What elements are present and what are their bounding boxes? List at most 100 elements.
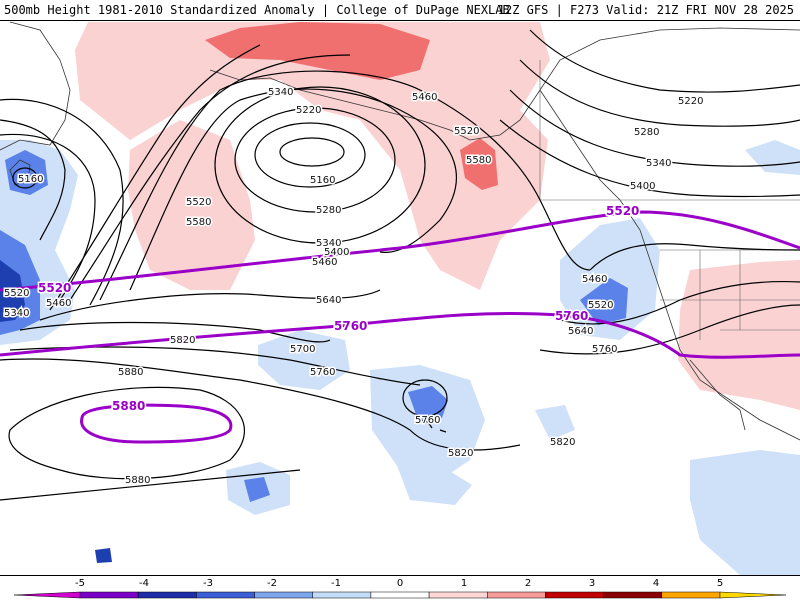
negative-anomaly-mexico <box>690 450 800 575</box>
colorbar-tick-label: 2 <box>525 578 531 589</box>
height-label: 5580 <box>186 217 211 228</box>
contour-5760 <box>9 346 421 386</box>
contour-5400 <box>129 88 457 291</box>
coastline-alaska <box>209 27 800 141</box>
negative-anomaly-south-core <box>244 477 270 502</box>
colorbar-swatch <box>79 591 139 599</box>
map-canvas: 5340 5220 5460 5160 5280 5520 5580 5520 … <box>0 21 800 575</box>
contour-north-east <box>529 29 800 93</box>
height-label: 5340 <box>316 238 341 249</box>
contour-trough-west-2 <box>559 280 800 325</box>
contour-5880-high <box>8 386 245 480</box>
colorbar-tick-label: 4 <box>653 578 659 589</box>
height-label: 5220 <box>296 105 321 116</box>
negative-anomaly-west-coast-core <box>580 278 628 325</box>
contour-5460 <box>99 70 591 301</box>
contour-5700 <box>19 321 331 343</box>
negative-anomaly-east-pacific <box>535 405 575 440</box>
colorbar-swatch <box>428 591 488 599</box>
contour-5220 <box>254 122 366 188</box>
contour-5520 <box>69 54 351 301</box>
strong-positive-anomaly-bering <box>205 22 430 80</box>
negative-anomaly-hawaii-north <box>370 365 485 480</box>
height-label: 5340 <box>646 158 671 169</box>
contour-north-east-4 <box>499 119 800 198</box>
negative-anomaly-canada-east <box>745 140 800 175</box>
height-contours <box>0 29 800 501</box>
height-label: 5400 <box>630 181 655 192</box>
height-label: 5760 <box>310 367 335 378</box>
negative-anomaly-tiny <box>95 548 112 563</box>
contour-trough-west-3 <box>539 304 800 355</box>
contour-5640 <box>39 289 381 321</box>
height-labels: 5340 5220 5460 5160 5280 5520 5580 5520 … <box>3 86 705 488</box>
colorbar: -5 -4 -3 -2 -1 0 1 2 3 4 5 <box>13 578 787 599</box>
contour-5160 <box>279 137 345 167</box>
reference-label: 5760 <box>334 319 367 333</box>
height-label: 5460 <box>312 257 337 268</box>
height-label: 5520 <box>588 300 613 311</box>
height-label: 5520 <box>454 126 479 137</box>
height-label: 5820 <box>448 448 473 459</box>
coastline-asia <box>0 21 71 151</box>
height-label: 5520 <box>186 197 211 208</box>
height-label: 5760 <box>415 415 440 426</box>
colorbar-swatch <box>370 591 430 599</box>
colorbar-swatch <box>196 591 255 599</box>
colorbar-tick-label: -4 <box>139 578 149 589</box>
contour-5280 <box>234 107 396 213</box>
hawaii-islands <box>419 419 447 433</box>
reference-label: 5880 <box>112 399 145 413</box>
canada-border <box>539 60 800 201</box>
height-label: 5160 <box>310 175 335 186</box>
colorbar-tick-label: -3 <box>203 578 213 589</box>
height-label: 5880 <box>125 475 150 486</box>
colorbar-tick-label: 0 <box>397 578 403 589</box>
colorbar-swatch <box>487 591 546 599</box>
height-label: 5340 <box>4 308 29 319</box>
contour-5820 <box>0 358 521 451</box>
reference-label: 5520 <box>38 281 71 295</box>
reference-label: 5520 <box>606 204 639 218</box>
height-label: 5820 <box>550 437 575 448</box>
colorbar-arrow-right <box>719 591 787 599</box>
negative-anomaly-south-east <box>395 460 472 505</box>
positive-anomaly-north-pacific <box>75 22 550 290</box>
reference-contour-5520 <box>0 210 800 292</box>
height-label: 5880 <box>118 367 143 378</box>
contour-low-kamchatka <box>12 167 38 189</box>
colorbar-swatches <box>13 591 787 599</box>
model-run-info: 12Z GFS | F273 Valid: 21Z FRI NOV 28 202… <box>497 3 794 17</box>
height-label: 5160 <box>18 174 43 185</box>
height-label: 5640 <box>316 295 341 306</box>
reference-label: 5760 <box>555 309 588 323</box>
contour-west-edge-2 <box>0 133 96 301</box>
negative-anomaly-west-pacific-deep <box>0 260 25 322</box>
height-label: 5280 <box>634 127 659 138</box>
height-label: 5760 <box>592 344 617 355</box>
height-label: 5640 <box>568 326 593 337</box>
colorbar-tick-label: 3 <box>589 578 595 589</box>
reference-contour-5760 <box>0 311 800 359</box>
colorbar-swatch <box>254 591 313 599</box>
contour-west-edge <box>0 119 66 241</box>
contour-low-hawaii <box>402 379 448 417</box>
coastline-north-america-west <box>539 89 800 441</box>
colorbar-tick-label: -2 <box>267 578 277 589</box>
height-label: 5220 <box>678 96 703 107</box>
height-label: 5700 <box>290 344 315 355</box>
negative-anomaly-hawaii-core <box>408 386 448 420</box>
strong-positive-anomaly-gulf-alaska <box>460 138 498 190</box>
contour-trough-west <box>589 243 800 271</box>
height-label: 5520 <box>4 288 29 299</box>
state-borders <box>660 249 800 340</box>
contour-north-east-2 <box>519 59 800 127</box>
height-label: 5580 <box>466 155 491 166</box>
coastlines <box>0 21 800 441</box>
contour-5880-south <box>0 469 301 501</box>
colorbar-swatch <box>603 591 663 599</box>
contour-north-east-3 <box>509 89 800 167</box>
colorbar-swatch <box>545 591 604 599</box>
contour-west-edge-3 <box>0 98 124 306</box>
reference-contour-5880 <box>80 403 233 444</box>
